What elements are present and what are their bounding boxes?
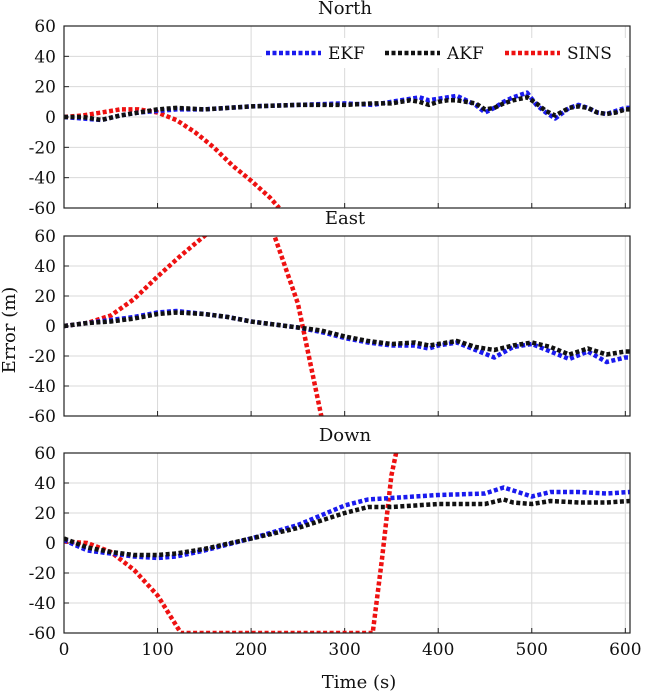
- series-sins-line: [64, 453, 399, 633]
- y-tick-label: -60: [29, 624, 56, 644]
- x-axis-label: Time (s): [322, 672, 397, 693]
- series-ekf-line: [64, 90, 630, 123]
- y-tick-label: 0: [45, 317, 56, 337]
- y-tick-label: -20: [29, 564, 56, 584]
- y-tick-label: -60: [29, 407, 56, 427]
- x-tick-label: 100: [141, 640, 173, 660]
- y-tick-label: -40: [29, 169, 56, 189]
- y-tick-label: 0: [45, 534, 56, 554]
- y-tick-label: 60: [34, 444, 56, 464]
- y-tick-label: -60: [29, 199, 56, 219]
- y-tick-label: 40: [34, 257, 56, 277]
- legend-label-ekf: EKF: [328, 44, 365, 64]
- series-akf-line: [64, 95, 630, 123]
- y-tick-label: -40: [29, 377, 56, 397]
- series-sins-line: [64, 236, 324, 416]
- legend-label-akf: AKF: [446, 44, 484, 64]
- y-tick-label: -20: [29, 347, 56, 367]
- y-tick-label: 0: [45, 108, 56, 128]
- series-ekf-line: [64, 308, 630, 365]
- plot-frame: [63, 25, 631, 209]
- y-tick-label: 20: [34, 78, 56, 98]
- x-tick-label: 600: [609, 640, 641, 660]
- y-tick-label: 40: [34, 474, 56, 494]
- y-tick-label: -40: [29, 594, 56, 614]
- y-tick-label: 60: [34, 17, 56, 37]
- x-tick-label: 500: [516, 640, 548, 660]
- x-tick-label: 400: [422, 640, 454, 660]
- legend-background: [262, 38, 626, 68]
- panel-north: -60 -40 -20 0 20 40 60 North: [29, 0, 631, 219]
- panel-title: North: [318, 0, 372, 19]
- series-ekf-line: [64, 485, 630, 561]
- series-sins-line: [64, 107, 281, 208]
- panel-down: -60 -40 -20 0 20 40 60 Down: [29, 425, 631, 644]
- series-akf-line: [64, 310, 630, 357]
- series-akf-line: [64, 497, 630, 558]
- y-tick-label: 20: [34, 287, 56, 307]
- x-tick-label: 300: [328, 640, 360, 660]
- y-tick-label: 40: [34, 47, 56, 67]
- plot-frame: [63, 235, 631, 417]
- panel-east: -60 -40 -20 0 20 40 60 East: [29, 208, 631, 427]
- y-tick-label: 60: [34, 227, 56, 247]
- panel-title: East: [325, 208, 366, 229]
- y-axis-label: Error (m): [0, 287, 20, 374]
- x-tick-label: 200: [235, 640, 267, 660]
- series-group: [64, 236, 630, 416]
- y-tick-label: -20: [29, 138, 56, 158]
- legend-label-sins: SINS: [567, 44, 612, 64]
- plot-frame: [63, 452, 631, 634]
- y-tick-label: 20: [34, 504, 56, 524]
- series-group: [64, 453, 630, 633]
- legend: EKF AKF SINS: [262, 38, 626, 68]
- series-group: [64, 90, 630, 208]
- x-tick-label: 0: [59, 640, 70, 660]
- panel-title: Down: [319, 425, 372, 446]
